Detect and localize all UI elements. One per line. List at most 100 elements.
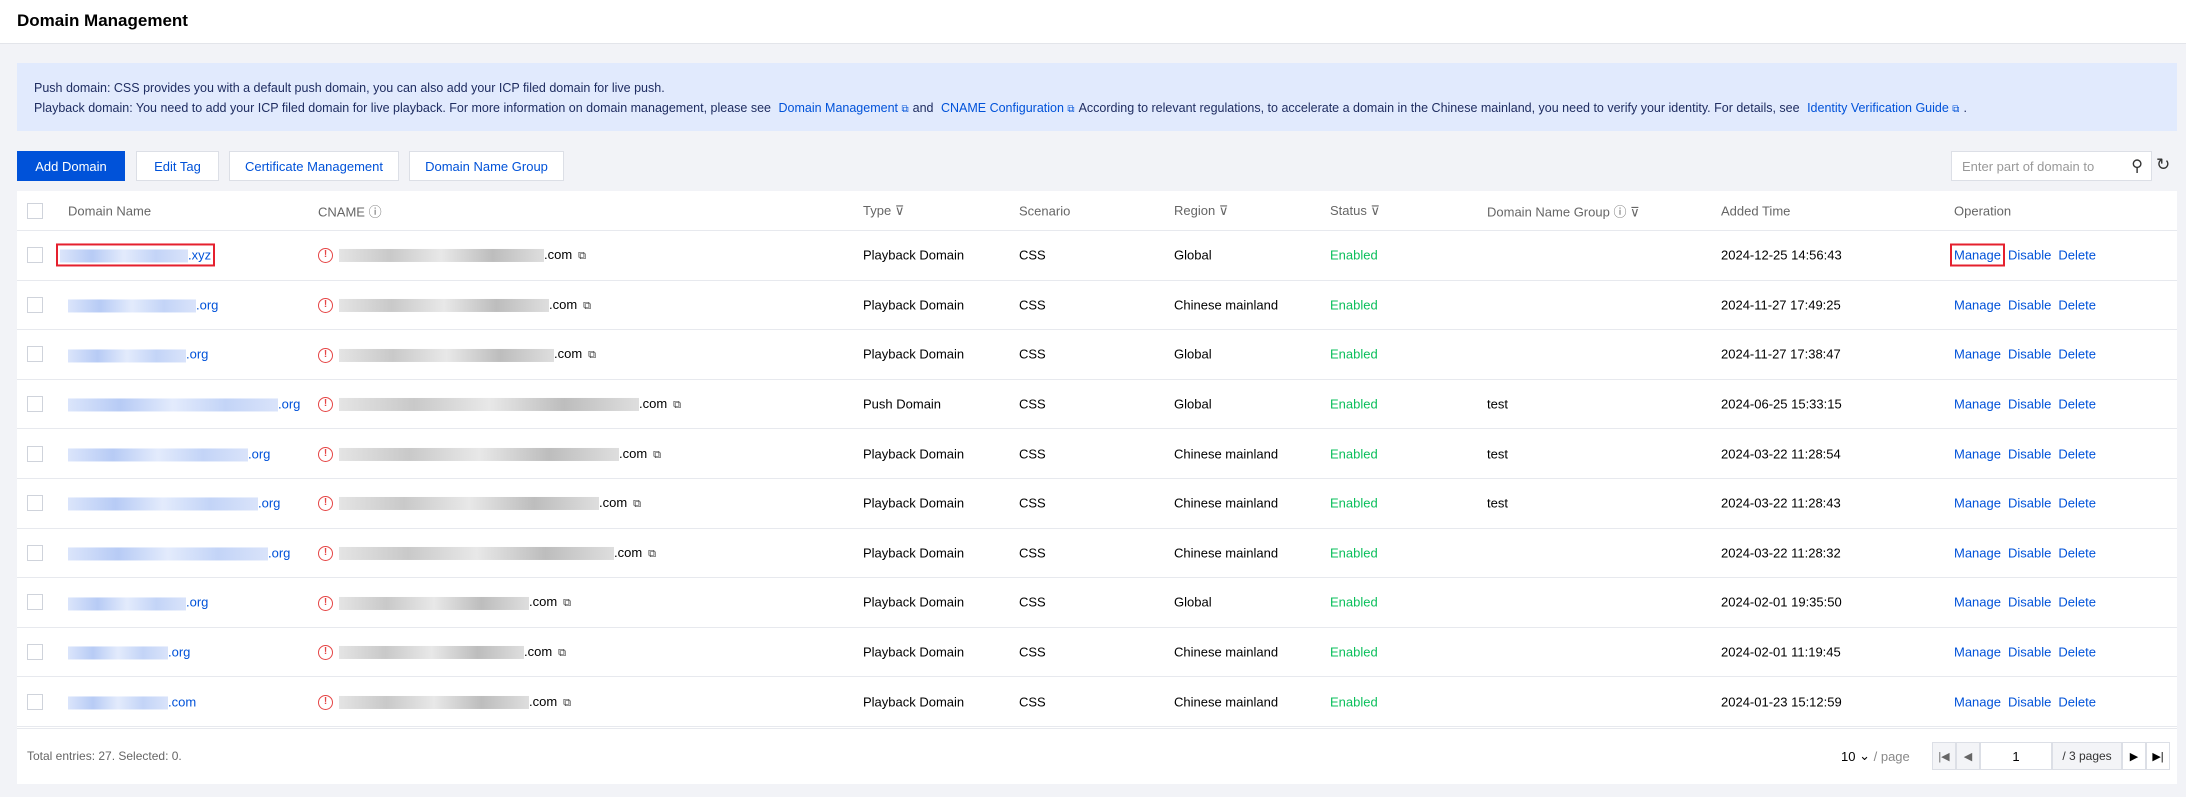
delete-button[interactable]: Delete bbox=[2058, 594, 2096, 610]
add-domain-button[interactable]: Add Domain bbox=[17, 151, 125, 181]
manage-button[interactable]: Manage bbox=[1954, 694, 2001, 710]
warning-icon[interactable]: ! bbox=[318, 248, 333, 264]
manage-button[interactable]: Manage bbox=[1950, 243, 2005, 267]
search-icon[interactable]: ⚲ bbox=[2131, 158, 2143, 175]
manage-button[interactable]: Manage bbox=[1954, 644, 2001, 660]
warning-icon[interactable]: ! bbox=[318, 397, 333, 413]
filter-icon[interactable]: ⊽ bbox=[1370, 202, 1380, 218]
manage-button[interactable]: Manage bbox=[1954, 545, 2001, 561]
domain-link[interactable]: .org bbox=[68, 595, 208, 610]
delete-button[interactable]: Delete bbox=[2058, 495, 2096, 511]
next-page-button[interactable]: ▶ bbox=[2122, 742, 2146, 770]
domain-link[interactable]: .org bbox=[68, 496, 280, 511]
row-checkbox[interactable] bbox=[27, 445, 43, 462]
domain-link[interactable]: .org bbox=[68, 645, 190, 660]
manage-button[interactable]: Manage bbox=[1954, 495, 2001, 511]
warning-icon[interactable]: ! bbox=[318, 595, 333, 611]
scenario-cell: CSS bbox=[1019, 396, 1046, 412]
redacted-domain bbox=[68, 596, 186, 610]
row-checkbox[interactable] bbox=[27, 346, 43, 363]
delete-button[interactable]: Delete bbox=[2058, 297, 2096, 313]
copy-icon[interactable]: ⧉ bbox=[653, 448, 662, 461]
row-checkbox[interactable] bbox=[27, 396, 43, 413]
domain-link[interactable]: .org bbox=[68, 545, 290, 561]
warning-icon[interactable]: ! bbox=[318, 645, 333, 661]
row-checkbox[interactable] bbox=[27, 247, 43, 264]
delete-button[interactable]: Delete bbox=[2058, 346, 2096, 362]
filter-icon[interactable]: ⊽ bbox=[894, 202, 905, 218]
disable-button[interactable]: Disable bbox=[2007, 545, 2052, 561]
filter-icon[interactable]: ⊽ bbox=[1630, 204, 1640, 219]
group-cell: test bbox=[1487, 396, 1508, 412]
domain-link[interactable]: .org bbox=[68, 397, 300, 412]
select-all-checkbox[interactable] bbox=[27, 202, 43, 219]
page-size-select[interactable]: 10 ⌄ / page bbox=[1841, 748, 1910, 764]
edit-tag-button[interactable]: Edit Tag bbox=[136, 151, 219, 181]
disable-button[interactable]: Disable bbox=[2007, 346, 2052, 362]
domain-management-link[interactable]: Domain Management ⧉ bbox=[778, 101, 909, 115]
disable-button[interactable]: Disable bbox=[2007, 495, 2052, 511]
first-page-button[interactable]: |◀ bbox=[1932, 742, 1956, 770]
identity-verification-link[interactable]: Identity Verification Guide ⧉ bbox=[1807, 101, 1960, 115]
copy-icon[interactable]: ⧉ bbox=[588, 349, 597, 362]
copy-icon[interactable]: ⧉ bbox=[633, 498, 642, 511]
warning-icon[interactable]: ! bbox=[318, 545, 333, 561]
row-checkbox[interactable] bbox=[27, 495, 43, 512]
domain-link[interactable]: .org bbox=[68, 446, 270, 462]
delete-button[interactable]: Delete bbox=[2058, 644, 2096, 660]
copy-icon[interactable]: ⧉ bbox=[563, 597, 572, 610]
warning-icon[interactable]: ! bbox=[318, 694, 333, 710]
refresh-icon[interactable]: ↻ bbox=[2156, 155, 2171, 174]
disable-button[interactable]: Disable bbox=[2007, 297, 2052, 313]
domain-link[interactable]: .org bbox=[68, 347, 208, 362]
filter-icon[interactable]: ⊽ bbox=[1218, 202, 1229, 218]
manage-button[interactable]: Manage bbox=[1954, 297, 2001, 313]
disable-button[interactable]: Disable bbox=[2007, 694, 2052, 710]
domain-search-input[interactable]: Enter part of domain to ⚲ bbox=[1951, 151, 2152, 181]
domain-link[interactable]: .com bbox=[68, 694, 196, 710]
delete-button[interactable]: Delete bbox=[2058, 446, 2096, 462]
manage-button[interactable]: Manage bbox=[1954, 594, 2001, 610]
info-icon[interactable]: ⓘ bbox=[1613, 204, 1627, 219]
copy-icon[interactable]: ⧉ bbox=[578, 250, 587, 263]
row-checkbox[interactable] bbox=[27, 594, 43, 611]
disable-button[interactable]: Disable bbox=[2007, 644, 2052, 660]
row-checkbox[interactable] bbox=[27, 296, 43, 313]
certificate-management-button[interactable]: Certificate Management bbox=[229, 151, 399, 181]
delete-button[interactable]: Delete bbox=[2058, 545, 2096, 561]
manage-button[interactable]: Manage bbox=[1954, 396, 2001, 412]
copy-icon[interactable]: ⧉ bbox=[648, 547, 657, 560]
copy-icon[interactable]: ⧉ bbox=[673, 399, 682, 412]
warning-icon[interactable]: ! bbox=[318, 297, 333, 313]
row-checkbox[interactable] bbox=[27, 544, 43, 561]
prev-page-button[interactable]: ◀ bbox=[1956, 742, 1980, 770]
info-icon[interactable]: ⓘ bbox=[368, 204, 382, 219]
disable-button[interactable]: Disable bbox=[2007, 396, 2052, 412]
last-page-button[interactable]: ▶| bbox=[2146, 742, 2170, 770]
delete-button[interactable]: Delete bbox=[2058, 694, 2096, 710]
disable-button[interactable]: Disable bbox=[2007, 594, 2052, 610]
copy-icon[interactable]: ⧉ bbox=[563, 696, 572, 709]
scenario-cell: CSS bbox=[1019, 247, 1046, 263]
row-checkbox[interactable] bbox=[27, 693, 43, 710]
warning-icon[interactable]: ! bbox=[318, 347, 333, 363]
disable-button[interactable]: Disable bbox=[2007, 446, 2052, 462]
warning-icon[interactable]: ! bbox=[318, 496, 333, 512]
cname-configuration-link[interactable]: CNAME Configuration ⧉ bbox=[940, 101, 1075, 115]
delete-button[interactable]: Delete bbox=[2058, 247, 2096, 263]
manage-button[interactable]: Manage bbox=[1954, 346, 2001, 362]
table-row: .org ! .com ⧉ Playback Domain CSS Chinese … bbox=[17, 479, 2177, 529]
delete-button[interactable]: Delete bbox=[2058, 396, 2096, 412]
copy-icon[interactable]: ⧉ bbox=[583, 299, 592, 312]
domain-link[interactable]: .xyz bbox=[55, 243, 216, 267]
copy-icon[interactable]: ⧉ bbox=[558, 647, 567, 660]
warning-icon[interactable]: ! bbox=[318, 446, 333, 462]
disable-button[interactable]: Disable bbox=[2007, 247, 2052, 263]
page-number-input[interactable]: 1 bbox=[1980, 742, 2052, 770]
type-cell: Playback Domain bbox=[863, 495, 965, 511]
scenario-cell: CSS bbox=[1019, 495, 1046, 511]
row-checkbox[interactable] bbox=[27, 644, 43, 661]
manage-button[interactable]: Manage bbox=[1954, 446, 2001, 462]
domain-name-group-button[interactable]: Domain Name Group bbox=[409, 151, 564, 181]
domain-link[interactable]: .org bbox=[68, 297, 218, 313]
